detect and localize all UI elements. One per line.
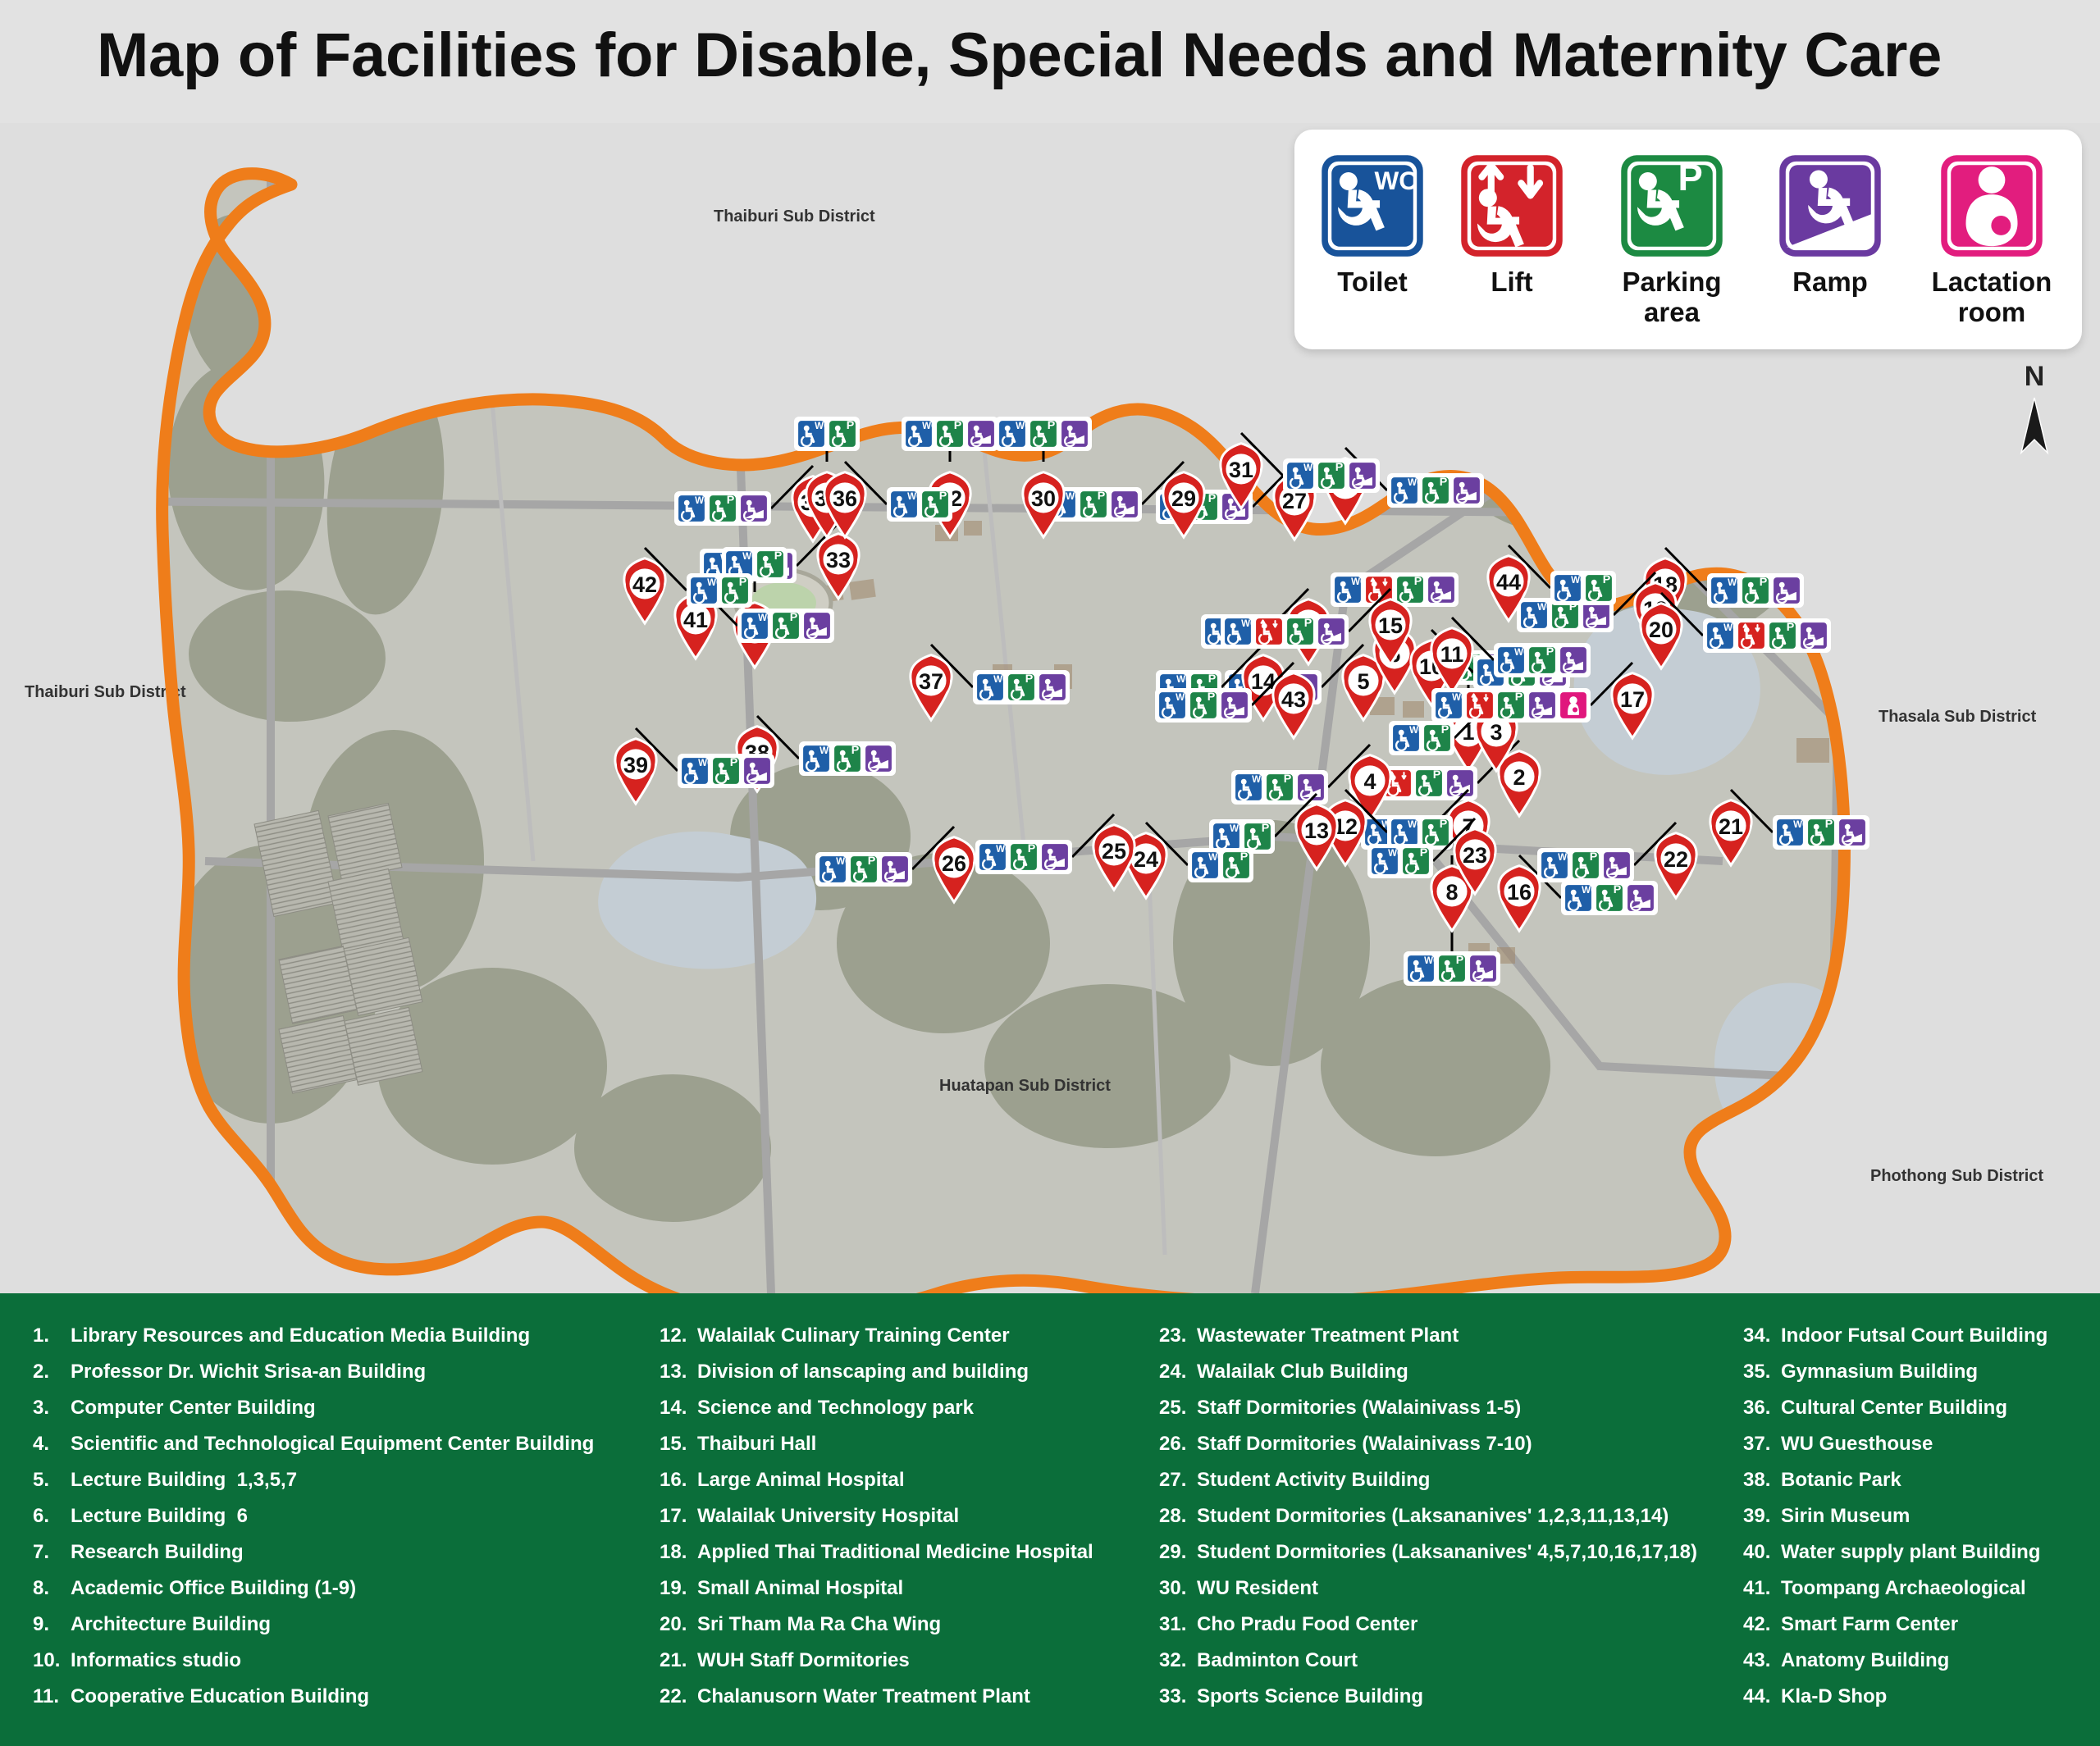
svg-text:P: P xyxy=(1240,850,1249,864)
svg-text:P: P xyxy=(847,419,855,432)
svg-text:P: P xyxy=(1414,575,1422,588)
svg-text:P: P xyxy=(1603,573,1611,586)
svg-text:24: 24 xyxy=(1134,847,1158,872)
svg-text:39: 39 xyxy=(623,753,648,777)
svg-text:42: 42 xyxy=(632,572,657,597)
svg-text:P: P xyxy=(1262,822,1270,835)
svg-text:26: 26 xyxy=(942,851,966,876)
svg-text:29: 29 xyxy=(1171,486,1196,511)
svg-text:P: P xyxy=(1025,672,1034,686)
svg-text:P: P xyxy=(1440,476,1448,489)
svg-text:Phothong Sub District: Phothong Sub District xyxy=(1870,1167,2043,1185)
svg-text:25: 25 xyxy=(1102,839,1126,864)
svg-text:P: P xyxy=(1208,492,1217,505)
svg-text:P: P xyxy=(1590,850,1598,864)
svg-text:Thasala Sub District: Thasala Sub District xyxy=(1879,708,2037,726)
svg-text:3: 3 xyxy=(1490,720,1502,745)
svg-text:P: P xyxy=(1420,846,1428,859)
svg-text:P: P xyxy=(1284,773,1292,786)
svg-text:N: N xyxy=(2025,361,2045,392)
svg-text:P: P xyxy=(1456,954,1464,967)
svg-text:P: P xyxy=(1614,883,1622,896)
svg-text:33: 33 xyxy=(826,548,851,572)
svg-text:P: P xyxy=(954,419,962,432)
svg-text:P: P xyxy=(1098,490,1106,503)
svg-text:P: P xyxy=(727,494,735,507)
svg-text:41: 41 xyxy=(683,608,708,632)
svg-text:P: P xyxy=(1208,672,1217,686)
svg-text:P: P xyxy=(851,744,860,757)
svg-text:21: 21 xyxy=(1719,814,1743,839)
svg-text:P: P xyxy=(868,855,876,868)
svg-text:36: 36 xyxy=(833,486,857,511)
svg-text:37: 37 xyxy=(919,669,943,694)
svg-text:P: P xyxy=(939,490,947,503)
svg-text:P: P xyxy=(1433,768,1441,782)
svg-text:Thaiburi Sub District: Thaiburi Sub District xyxy=(25,683,186,701)
svg-text:Huatapan Sub District: Huatapan Sub District xyxy=(939,1077,1111,1095)
svg-text:17: 17 xyxy=(1620,687,1645,712)
svg-text:P: P xyxy=(1825,818,1833,831)
svg-text:WC: WC xyxy=(1375,166,1418,195)
svg-text:23: 23 xyxy=(1463,843,1487,868)
svg-text:P: P xyxy=(1440,818,1448,831)
svg-text:4: 4 xyxy=(1363,769,1376,794)
svg-text:P: P xyxy=(1028,842,1036,855)
svg-text:43: 43 xyxy=(1281,687,1306,712)
svg-text:P: P xyxy=(1515,691,1523,704)
svg-text:P: P xyxy=(1048,419,1056,432)
svg-text:2: 2 xyxy=(1513,765,1525,790)
svg-text:8: 8 xyxy=(1445,880,1458,905)
svg-text:20: 20 xyxy=(1649,618,1673,642)
svg-text:P: P xyxy=(739,576,747,589)
svg-text:P: P xyxy=(1760,576,1768,589)
svg-text:P: P xyxy=(730,756,738,769)
svg-text:P: P xyxy=(1441,723,1449,736)
svg-text:15: 15 xyxy=(1378,613,1403,638)
svg-text:P: P xyxy=(790,611,798,624)
svg-text:22: 22 xyxy=(1664,847,1688,872)
svg-text:P: P xyxy=(1208,691,1216,704)
svg-text:P: P xyxy=(1787,621,1795,634)
svg-text:13: 13 xyxy=(1304,818,1329,843)
svg-text:11: 11 xyxy=(1440,642,1464,667)
svg-text:P: P xyxy=(1546,645,1554,659)
svg-text:P: P xyxy=(1304,617,1312,630)
svg-text:P: P xyxy=(774,549,783,563)
svg-text:P: P xyxy=(1335,461,1344,474)
svg-text:31: 31 xyxy=(1229,458,1253,482)
svg-text:5: 5 xyxy=(1357,669,1369,694)
svg-text:30: 30 xyxy=(1031,486,1056,511)
svg-text:P: P xyxy=(1678,157,1703,198)
svg-text:44: 44 xyxy=(1496,570,1521,595)
svg-text:Thaiburi Sub District: Thaiburi Sub District xyxy=(714,207,875,226)
svg-text:14: 14 xyxy=(1251,669,1276,694)
svg-text:16: 16 xyxy=(1507,880,1532,905)
